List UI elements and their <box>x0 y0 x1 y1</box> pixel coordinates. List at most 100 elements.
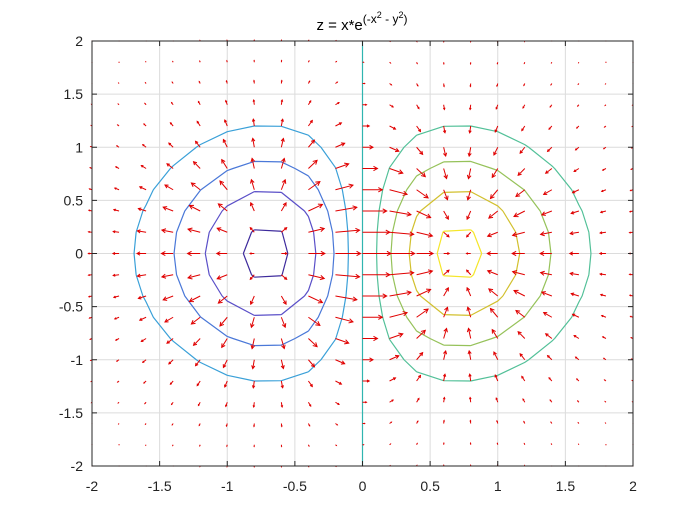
quiver-arrow <box>222 359 228 369</box>
quiver-shaft <box>335 206 357 212</box>
quiver-shaft <box>570 272 579 276</box>
quiver-head <box>250 157 256 163</box>
quiver-arrow <box>114 338 120 341</box>
quiver-head <box>465 252 469 255</box>
quiver-head <box>251 385 256 389</box>
quiver-shaft <box>468 328 472 339</box>
quiver-shaft <box>512 231 525 236</box>
quiver-arrow <box>143 380 147 384</box>
quiver-shaft <box>250 202 255 212</box>
quiver-shaft <box>443 269 450 276</box>
quiver-head <box>169 122 173 125</box>
contour-line <box>408 191 521 316</box>
quiver-arrow <box>160 250 174 257</box>
quiver-shaft <box>571 210 580 214</box>
quiver-arrow <box>570 292 580 297</box>
quiver-arrow <box>362 229 391 235</box>
quiver-head <box>166 163 170 167</box>
quiver-head <box>224 384 227 388</box>
quiver-arrow <box>335 122 343 127</box>
quiver-arrow <box>604 104 607 107</box>
quiver-head <box>366 379 371 383</box>
quiver-arrow <box>252 98 256 105</box>
quiver-arrow <box>335 401 340 405</box>
quiver-shaft <box>389 377 396 382</box>
quiver-arrow <box>469 83 472 88</box>
y-tick-label: 2 <box>75 33 83 49</box>
quiver-head <box>281 323 287 329</box>
quiver-arrow <box>221 338 228 349</box>
quiver-dot <box>605 61 607 63</box>
quiver-arrow <box>335 423 339 426</box>
quiver-arrow <box>199 444 201 447</box>
quiver-arrow <box>389 125 397 130</box>
quiver-head <box>251 118 256 122</box>
quiver-head <box>225 79 228 83</box>
quiver-arrow <box>144 81 147 84</box>
quiver-arrow <box>540 210 553 216</box>
quiver-head <box>519 352 523 357</box>
quiver-arrow <box>416 83 419 87</box>
quiver-shaft <box>224 380 228 388</box>
quiver-shaft <box>195 141 201 148</box>
quiver-arrow <box>280 380 284 389</box>
quiver-head <box>542 312 548 316</box>
quiver-head <box>511 250 517 257</box>
quiver-head <box>253 445 255 448</box>
quiver-arrow <box>249 295 255 306</box>
quiver-arrow <box>362 357 374 363</box>
quiver-shaft <box>187 274 201 279</box>
quiver-shaft <box>469 125 472 133</box>
quiver-arrow <box>467 147 472 158</box>
quiver-shaft <box>308 359 315 368</box>
quiver-arrow <box>466 210 472 221</box>
quiver-head <box>513 212 519 218</box>
quiver-arrow <box>493 351 499 360</box>
quiver-head <box>522 106 525 109</box>
quiver-arrow <box>599 272 607 276</box>
quiver-arrow <box>198 80 201 84</box>
quiver-head <box>392 377 397 381</box>
quiver-head <box>89 338 91 340</box>
quiver-head <box>312 159 318 165</box>
quiver-arrow <box>443 231 450 238</box>
y-tick-label: 0 <box>75 246 83 262</box>
quiver-arrow <box>599 231 607 235</box>
quiver-head <box>252 98 256 102</box>
quiver-head <box>141 144 145 147</box>
quiver-shaft <box>541 210 553 216</box>
quiver-arrow <box>602 146 607 150</box>
quiver-arrow <box>280 178 287 190</box>
quiver-shaft <box>335 380 342 385</box>
quiver-arrow <box>443 189 449 201</box>
quiver-shaft <box>187 228 201 233</box>
quiver-arrow <box>362 187 384 193</box>
quiver-layer <box>87 39 634 468</box>
quiver-head <box>116 381 119 383</box>
quiver-arrow <box>605 61 607 63</box>
quiver-head <box>491 173 496 179</box>
y-tick-label: -1.5 <box>59 405 83 421</box>
quiver-arrow <box>443 252 451 255</box>
quiver-head <box>282 300 287 306</box>
quiver-head <box>469 63 472 65</box>
quiver-arrow <box>465 269 472 276</box>
quiver-head <box>113 187 117 190</box>
quiver-arrow <box>628 231 634 234</box>
quiver-head <box>420 329 427 335</box>
quiver-arrow <box>87 295 93 298</box>
quiver-shaft <box>541 291 553 297</box>
quiver-head <box>539 231 545 237</box>
quiver-shaft <box>545 168 553 174</box>
quiver-shaft <box>467 307 472 318</box>
quiver-head <box>468 373 472 377</box>
quiver-arrow <box>249 226 255 233</box>
quiver-arrow <box>280 338 286 350</box>
quiver-arrow <box>112 208 120 212</box>
quiver-arrow <box>496 442 499 445</box>
quiver-head <box>337 402 340 405</box>
quiver-shaft <box>217 274 228 280</box>
quiver-arrow <box>493 147 499 156</box>
quiver-head <box>489 307 495 313</box>
